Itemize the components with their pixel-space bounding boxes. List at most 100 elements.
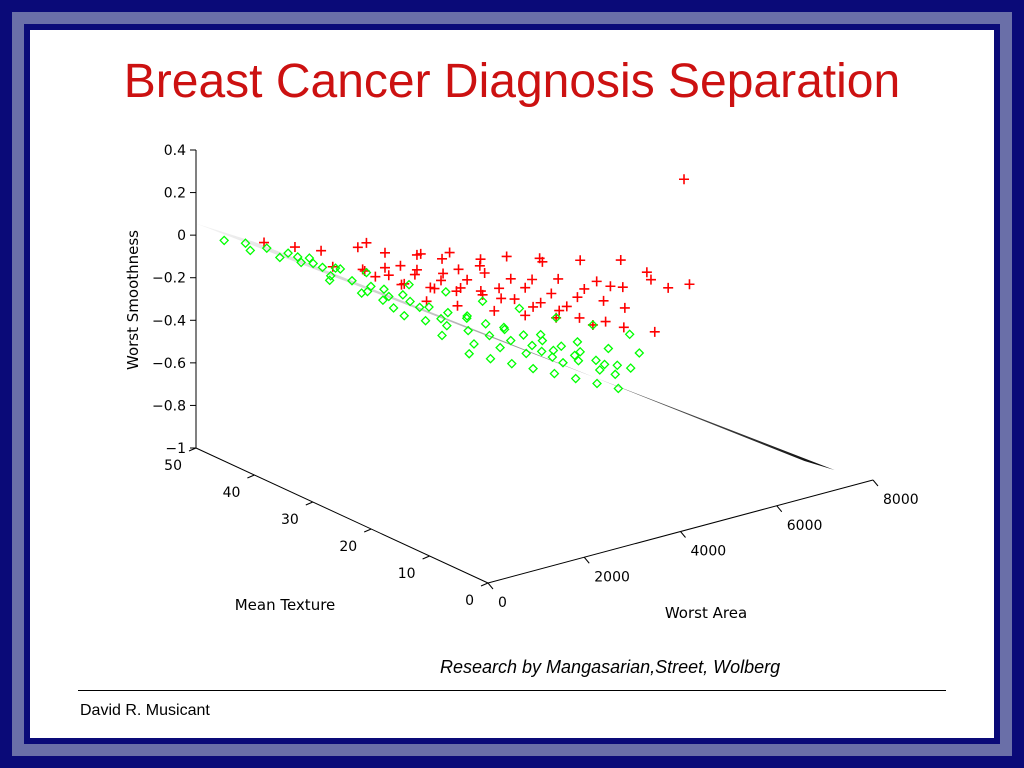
- x-axis-label: Worst Area: [665, 604, 747, 622]
- y-tick-label: 30: [281, 512, 299, 528]
- benign-point: [292, 252, 303, 262]
- x-tick-label: 4000: [691, 544, 727, 560]
- malignant-point: [663, 282, 674, 293]
- malignant-point: [316, 245, 327, 256]
- malignant-point: [572, 292, 583, 303]
- malignant-point: [527, 274, 538, 285]
- benign-point: [261, 243, 272, 254]
- y-axis-label: Mean Texture: [235, 596, 336, 614]
- malignant-point: [289, 242, 300, 253]
- y-tick-mark: [422, 555, 430, 560]
- benign-point: [245, 245, 256, 256]
- benign-point: [505, 335, 516, 346]
- malignant-point: [409, 269, 420, 280]
- benign-point: [383, 291, 394, 302]
- benign-point: [528, 363, 539, 374]
- malignant-point: [352, 242, 363, 253]
- benign-point: [404, 279, 414, 290]
- z-axis-label: Worst Smoothness: [124, 230, 142, 370]
- malignant-point: [462, 274, 473, 285]
- malignant-point: [679, 174, 690, 185]
- benign-point: [325, 270, 336, 281]
- y-tick-label: 40: [223, 485, 241, 501]
- benign-point: [537, 335, 548, 346]
- benign-point: [283, 248, 294, 259]
- benign-point: [477, 296, 488, 307]
- malignant-point: [479, 268, 490, 279]
- slide-title: Breast Cancer Diagnosis Separation: [123, 55, 901, 108]
- benign-point: [634, 348, 645, 358]
- malignant-point: [415, 248, 426, 259]
- malignant-point: [489, 305, 500, 316]
- malignant-point: [436, 275, 447, 286]
- benign-point: [480, 318, 491, 329]
- x-tick-label: 6000: [787, 518, 823, 534]
- malignant-point: [379, 262, 390, 273]
- benign-point: [219, 235, 230, 246]
- y-axis-line: [195, 447, 489, 584]
- benign-point: [335, 264, 346, 274]
- benign-point: [570, 373, 581, 384]
- benign-point: [506, 358, 517, 369]
- x-tick-mark: [680, 531, 686, 538]
- malignant-point: [535, 297, 546, 308]
- malignant-point: [505, 273, 516, 284]
- z-tick-label: −0.8: [152, 398, 186, 414]
- benign-point: [308, 258, 319, 269]
- benign-point: [464, 348, 475, 359]
- malignant-point: [259, 237, 270, 248]
- benign-point: [610, 369, 621, 380]
- malignant-point: [509, 294, 520, 305]
- x-tick-mark: [776, 505, 783, 513]
- benign-point: [362, 286, 373, 297]
- footer-divider: [78, 690, 946, 691]
- benign-point: [442, 307, 453, 318]
- benign-point: [575, 346, 586, 357]
- benign-point: [484, 330, 495, 341]
- benign-point: [441, 320, 452, 331]
- malignant-point: [475, 254, 486, 265]
- x-tick-mark: [872, 479, 879, 487]
- y-tick-label: 20: [339, 539, 357, 555]
- benign-point: [518, 330, 529, 340]
- malignant-point: [546, 288, 557, 299]
- benign-point: [463, 325, 474, 336]
- benign-point: [535, 329, 546, 340]
- z-tick-label: 0.4: [164, 143, 186, 159]
- benign-point: [388, 303, 399, 313]
- x-tick-mark: [583, 556, 590, 564]
- benign-point: [437, 330, 447, 341]
- x-tick-label: 0: [498, 595, 507, 611]
- benign-point: [527, 340, 537, 351]
- benign-point: [547, 352, 558, 363]
- benign-point: [613, 383, 624, 394]
- slide-canvas: [30, 30, 994, 738]
- malignant-point: [553, 273, 564, 284]
- benign-point: [587, 320, 598, 330]
- benign-point: [624, 329, 635, 340]
- benign-point: [462, 311, 473, 321]
- benign-point: [612, 360, 623, 371]
- benign-point: [572, 336, 583, 347]
- benign-point: [274, 252, 285, 263]
- malignant-point: [496, 293, 507, 304]
- y-tick-mark: [364, 528, 372, 533]
- benign-point: [304, 253, 315, 264]
- x-tick-mark: [487, 582, 494, 590]
- malignant-point: [537, 256, 548, 267]
- benign-point: [556, 341, 567, 352]
- benign-point: [420, 315, 431, 326]
- malignant-point: [437, 253, 448, 264]
- y-tick-mark: [247, 474, 255, 479]
- malignant-point: [520, 282, 531, 293]
- z-tick-label: −0.6: [152, 356, 186, 372]
- malignant-point: [600, 316, 611, 327]
- benign-point: [436, 313, 446, 324]
- benign-point: [324, 275, 335, 286]
- benign-point: [485, 353, 496, 364]
- malignant-point: [453, 264, 464, 275]
- malignant-point: [619, 302, 630, 313]
- x-tick-label: 2000: [594, 569, 630, 585]
- malignant-point: [452, 300, 463, 311]
- malignant-point: [411, 264, 422, 275]
